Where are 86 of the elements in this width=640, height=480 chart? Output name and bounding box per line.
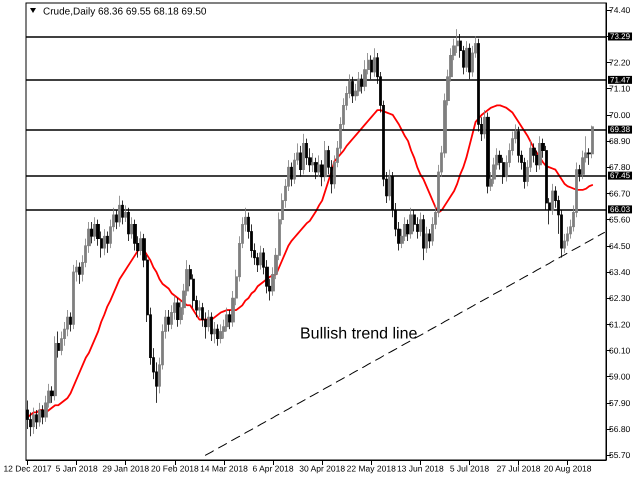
ref-line-label: 66.03 bbox=[610, 204, 631, 214]
candlestick bbox=[35, 410, 38, 430]
candlestick bbox=[538, 136, 542, 170]
y-tick-label: 68.90 bbox=[609, 136, 631, 146]
y-tick-label: 55.70 bbox=[609, 450, 631, 460]
candlestick bbox=[90, 222, 94, 244]
x-tick-label: 5 Jul 2018 bbox=[450, 464, 490, 474]
candlestick bbox=[167, 310, 170, 332]
candlestick bbox=[483, 110, 486, 140]
candlestick bbox=[290, 162, 293, 187]
candlestick bbox=[32, 407, 35, 434]
candlestick bbox=[118, 195, 121, 228]
y-tick-label: 60.10 bbox=[609, 346, 631, 356]
y-tick-label: 66.70 bbox=[609, 188, 631, 198]
y-tick-label: 72.20 bbox=[609, 58, 631, 68]
candlestick bbox=[591, 125, 594, 159]
y-tick-label: 61.20 bbox=[609, 319, 631, 330]
chart-title: Crude,Daily 68.36 69.55 68.18 69.50 bbox=[43, 6, 207, 18]
x-tick-label: 13 Jun 2018 bbox=[396, 464, 444, 474]
x-tick-label: 29 Jan 2018 bbox=[102, 464, 150, 474]
candlestick bbox=[54, 336, 57, 401]
x-tick-label: 20 Feb 2018 bbox=[150, 464, 199, 474]
x-tick-label: 22 May 2018 bbox=[346, 464, 396, 474]
candlestick bbox=[219, 324, 223, 344]
candlestick bbox=[41, 404, 45, 425]
y-tick-label: 56.80 bbox=[609, 424, 631, 434]
candlestick bbox=[422, 214, 425, 260]
candlestick bbox=[216, 324, 219, 346]
annotation: Bullish trend line bbox=[300, 326, 418, 342]
y-tick-label: 57.90 bbox=[609, 398, 631, 408]
candlestick bbox=[207, 310, 210, 332]
y-tick-label: 64.50 bbox=[609, 240, 631, 251]
candlestick bbox=[50, 386, 54, 404]
y-tick-label: 67.80 bbox=[609, 162, 631, 172]
candlestick bbox=[213, 322, 216, 344]
candlestick bbox=[419, 212, 422, 237]
x-tick-label: 20 Aug 2018 bbox=[544, 464, 592, 474]
x-tick-label: 27 Jul 2018 bbox=[496, 464, 541, 474]
y-tick-label: 70.00 bbox=[609, 110, 631, 120]
x-tick-label: 6 Apr 2018 bbox=[252, 464, 294, 474]
candlestick bbox=[139, 231, 143, 256]
candlestick bbox=[106, 231, 109, 254]
candlestick bbox=[103, 228, 106, 256]
candlestick bbox=[388, 169, 391, 201]
line-series bbox=[26, 104, 594, 418]
candlestick bbox=[259, 245, 262, 270]
y-tick-label: 74.40 bbox=[609, 5, 631, 16]
candlestick bbox=[124, 204, 127, 222]
candlestick bbox=[360, 74, 364, 94]
x-tick-label: 5 Jan 2018 bbox=[56, 464, 98, 474]
x-tick-label: 30 Apr 2018 bbox=[299, 464, 346, 474]
candlestick bbox=[198, 300, 201, 318]
candlestick bbox=[406, 219, 410, 242]
candlestick bbox=[78, 262, 81, 284]
candlestick bbox=[373, 48, 376, 78]
y-tick-label: 65.60 bbox=[609, 214, 631, 225]
candlestick bbox=[72, 264, 75, 330]
ref-line-label: 73.29 bbox=[610, 32, 631, 42]
x-tick-label: 12 Dec 2017 bbox=[3, 464, 52, 474]
y-tick-label: 62.30 bbox=[609, 293, 631, 304]
candlestick bbox=[69, 312, 72, 332]
candlestick bbox=[93, 216, 97, 242]
candlestick bbox=[176, 298, 180, 328]
x-tick-label: 14 Mar 2018 bbox=[200, 464, 248, 474]
candlestick bbox=[228, 310, 232, 330]
candlestick bbox=[311, 152, 315, 172]
ref-line-label: 67.45 bbox=[610, 171, 631, 180]
y-tick-label: 63.40 bbox=[609, 266, 631, 277]
candlestick bbox=[425, 226, 428, 254]
candlestick bbox=[38, 402, 41, 428]
candlestick bbox=[357, 72, 361, 96]
y-tick-label: 71.10 bbox=[609, 84, 631, 94]
ref-line-label: 69.38 bbox=[610, 125, 631, 134]
candlestick bbox=[551, 183, 554, 216]
candlestick bbox=[317, 154, 321, 178]
candlestick bbox=[409, 207, 413, 240]
candlestick bbox=[428, 228, 431, 249]
ref-line-label: 71.47 bbox=[610, 75, 631, 84]
candlestick bbox=[587, 148, 591, 166]
candlestick bbox=[210, 312, 213, 342]
candlestick bbox=[130, 216, 134, 240]
candlestick bbox=[465, 40, 468, 72]
y-tick-label: 59.00 bbox=[609, 372, 631, 382]
candlestick bbox=[324, 140, 327, 182]
candlestick bbox=[302, 134, 305, 175]
candlestick bbox=[57, 331, 60, 358]
